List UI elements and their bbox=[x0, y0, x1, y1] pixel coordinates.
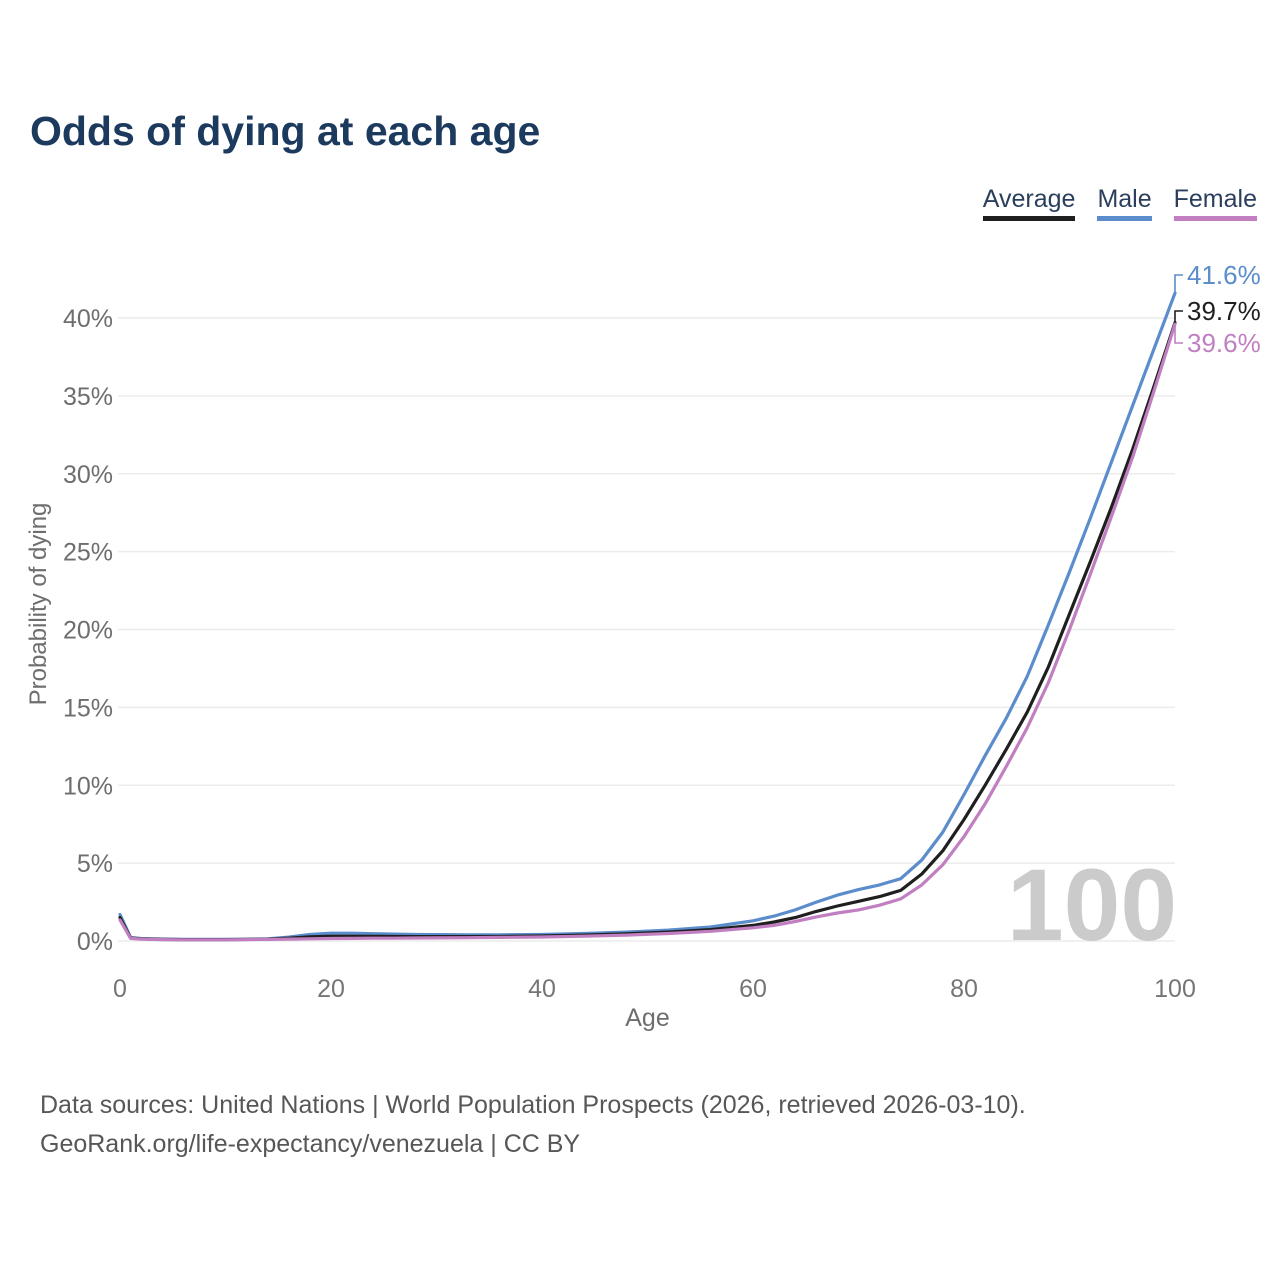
end-label-connector-female bbox=[1174, 324, 1183, 344]
y-tick-label-40: 40% bbox=[63, 305, 113, 333]
x-tick-label-40: 40 bbox=[528, 975, 556, 1003]
y-tick-label-35: 35% bbox=[63, 383, 113, 411]
data-sources-line1: Data sources: United Nations | World Pop… bbox=[40, 1091, 1026, 1119]
y-tick-label-0: 0% bbox=[77, 928, 113, 956]
age-watermark: 100 bbox=[1007, 848, 1177, 962]
series-line-male bbox=[118, 291, 1177, 941]
x-axis-title: Age bbox=[625, 1004, 669, 1032]
legend-item-male[interactable]: Male bbox=[1097, 186, 1152, 222]
end-label-connector-average bbox=[1174, 310, 1183, 323]
y-tick-label-20: 20% bbox=[63, 617, 113, 645]
y-tick-label-10: 10% bbox=[63, 772, 113, 800]
x-tick-label-80: 80 bbox=[950, 975, 978, 1003]
legend: Average Male Female bbox=[982, 186, 1257, 222]
x-tick-label-60: 60 bbox=[739, 975, 767, 1003]
data-sources-line2: GeoRank.org/life-expectancy/venezuela | … bbox=[40, 1130, 581, 1158]
legend-item-average[interactable]: Average bbox=[982, 186, 1076, 222]
series-line-female bbox=[118, 322, 1177, 942]
x-tick-label-100: 100 bbox=[1154, 975, 1196, 1003]
x-tick-label-20: 20 bbox=[317, 975, 345, 1003]
x-tick-label-0: 0 bbox=[113, 975, 127, 1003]
end-label-male: 41.6% bbox=[1187, 260, 1261, 290]
page-title: Odds of dying at each age bbox=[30, 108, 541, 154]
legend-item-female[interactable]: Female bbox=[1173, 186, 1257, 222]
y-tick-label-15: 15% bbox=[63, 694, 113, 722]
y-tick-label-5: 5% bbox=[77, 850, 113, 878]
y-tick-label-25: 25% bbox=[63, 539, 113, 567]
end-label-connector-male bbox=[1174, 274, 1183, 294]
end-label-female: 39.6% bbox=[1187, 328, 1261, 358]
data-sources: Data sources: United Nations | World Pop… bbox=[40, 1086, 1026, 1164]
end-label-average: 39.7% bbox=[1187, 296, 1261, 326]
y-tick-label-30: 30% bbox=[63, 461, 113, 489]
y-axis-title: Probability of dying bbox=[25, 503, 52, 706]
